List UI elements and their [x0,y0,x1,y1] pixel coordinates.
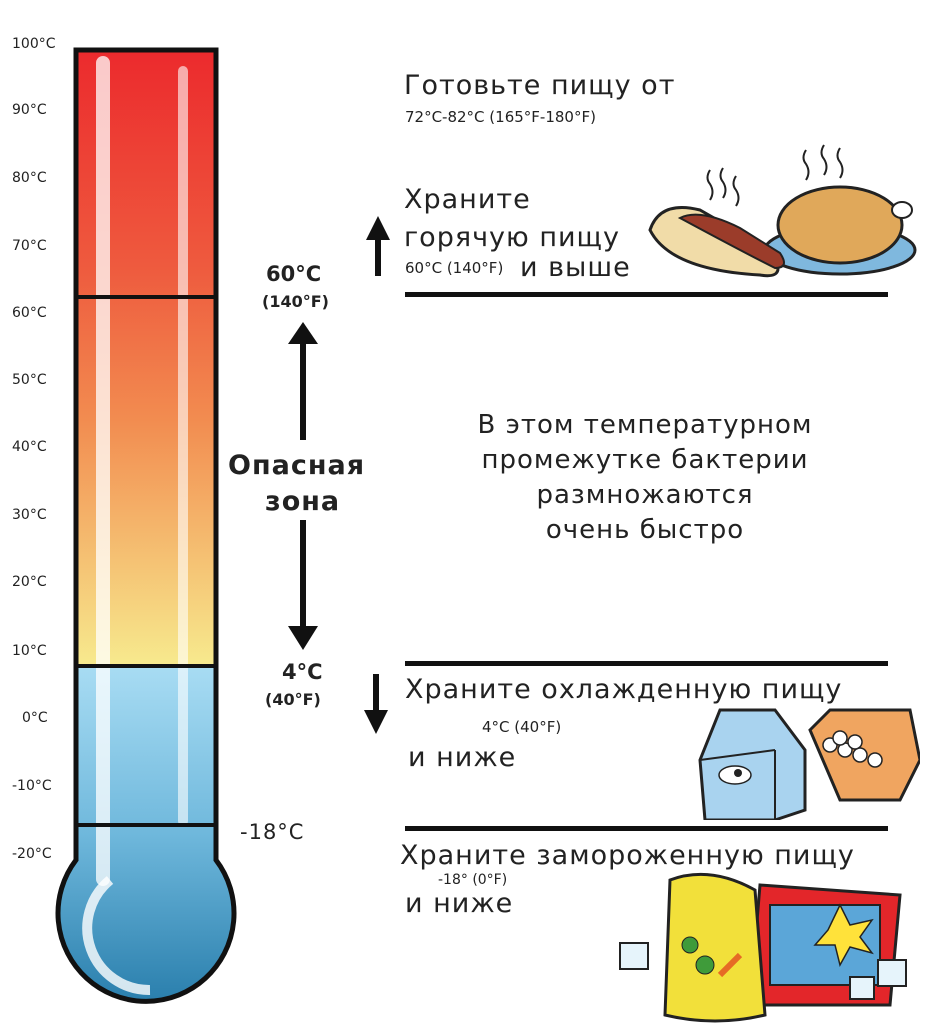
danger-description-line: очень быстро [545,515,745,545]
hot-line1: Храните [404,184,531,215]
marker-hot-f: (140°F) [262,292,329,311]
frozen-food-illustration [619,872,907,1023]
tick-label: 40°C [12,439,47,455]
arrows [288,216,390,734]
tick-label: 70°C [12,238,47,254]
frozen-title: Храните замороженную пищу [400,840,855,871]
tick-label: 50°C [12,372,47,388]
frozen-temp: -18° (0°F) [438,872,508,888]
divider-hot [405,292,888,297]
thermometer-outline [55,47,237,1004]
arrow-down-icon [364,674,388,734]
hot-line2: горячую пищу [404,222,620,253]
cold-title: Храните охлажденную пищу [405,674,843,705]
hot-suffix: и выше [520,252,631,283]
tick-label: 80°C [12,170,47,186]
cold-food-illustration [698,708,920,820]
tick-label: 60°C [12,305,47,321]
danger-double-arrow-icon [288,322,318,650]
hot-food-illustration [648,144,917,278]
divider-frozen [405,826,888,831]
tick-label: 0°C [22,710,48,726]
danger-zone-line1: Опасная [228,450,366,481]
cold-temp: 4°C (40°F) [482,718,562,736]
tick-label: -10°C [12,778,52,794]
tick-label: 90°C [12,102,47,118]
cook-title: Готовьте пищу от [404,70,676,101]
tick-label: 100°C [12,36,56,52]
cold-suffix: и ниже [408,742,517,773]
marker-cold-f: (40°F) [265,690,321,709]
divider-cold [405,661,888,666]
danger-description-line: промежутке бактерии [481,445,809,475]
danger-zone-line2: зона [265,486,341,517]
marker-frozen-c: -18°C [240,820,305,844]
tick-label: 10°C [12,643,47,659]
marker-hot-c: 60°C [266,262,322,286]
frozen-suffix: и ниже [405,888,514,919]
tick-label: -20°C [12,846,52,862]
danger-description-line: размножаются [536,480,754,510]
tick-label: 20°C [12,574,47,590]
hot-temp: 60°C (140°F) [405,259,504,277]
thermometer [55,47,237,1004]
danger-description: В этом температурном промежутке бактерии… [450,408,840,548]
marker-cold-c: 4°C [282,660,323,684]
tick-label: 30°C [12,507,47,523]
cold-zone-fill [57,666,234,1002]
danger-description-line: В этом температурном [477,410,813,440]
cook-range: 72°C-82°C (165°F-180°F) [405,108,596,126]
arrow-up-icon [366,216,390,276]
